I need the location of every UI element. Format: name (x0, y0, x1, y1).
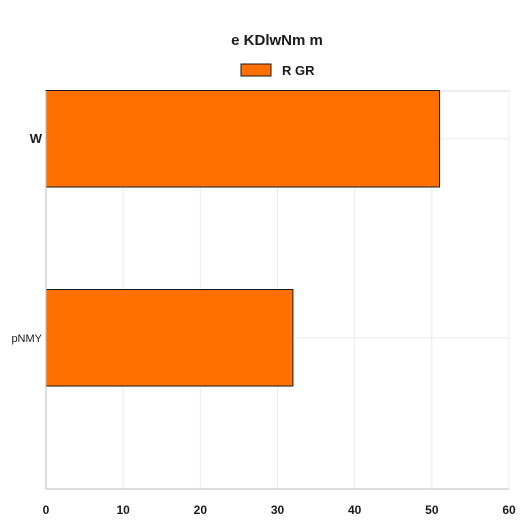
legend-label: R GR (282, 63, 315, 78)
legend-swatch (240, 63, 272, 77)
chart-title: e KDlwNm m (231, 32, 323, 49)
x-tick-label: 0 (43, 503, 50, 517)
x-tick-label: 20 (194, 503, 208, 517)
x-tick-label: 10 (116, 503, 130, 517)
x-tick-label: 30 (271, 503, 285, 517)
x-tick-label: 40 (348, 503, 362, 517)
y-category-label: W (30, 131, 43, 146)
axes (45, 91, 509, 490)
bar-pnmy (45, 289, 294, 387)
x-axis-tick-labels: 0 10 20 30 40 50 60 (43, 503, 516, 517)
y-category-label: pNMY (11, 333, 42, 345)
legend: R GR (240, 63, 315, 78)
bars (45, 90, 441, 387)
bar-w (45, 90, 441, 188)
x-tick-label: 60 (502, 503, 516, 517)
x-tick-label: 50 (425, 503, 439, 517)
